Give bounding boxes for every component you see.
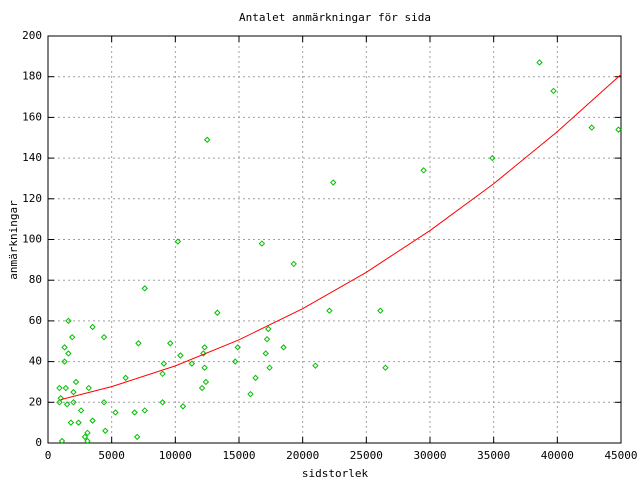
point xyxy=(133,433,141,441)
point xyxy=(89,417,96,424)
x-axis-label: sidstorlek xyxy=(302,467,369,480)
point xyxy=(312,362,319,369)
y-tick-label: 60 xyxy=(29,314,42,327)
point xyxy=(258,240,266,247)
point xyxy=(61,344,68,351)
point xyxy=(167,340,174,347)
point xyxy=(615,126,622,133)
point xyxy=(201,364,208,371)
y-tick-label: 120 xyxy=(22,192,42,205)
point xyxy=(70,399,77,406)
point xyxy=(89,323,96,331)
point xyxy=(382,364,389,371)
y-tick-label: 100 xyxy=(22,233,42,246)
point xyxy=(179,403,187,410)
point xyxy=(85,384,92,392)
point xyxy=(100,399,108,406)
point xyxy=(141,285,148,292)
point xyxy=(56,399,63,406)
point xyxy=(112,409,119,416)
x-tick-label: 45000 xyxy=(604,449,637,462)
point xyxy=(70,388,77,396)
point xyxy=(214,309,221,316)
point xyxy=(536,59,543,66)
x-tick-label: 40000 xyxy=(541,449,574,462)
y-tick-label: 200 xyxy=(22,29,42,42)
point xyxy=(326,307,333,314)
point xyxy=(102,427,109,434)
point xyxy=(377,307,384,314)
x-tick-label: 0 xyxy=(45,449,52,462)
point xyxy=(290,260,297,268)
point xyxy=(247,390,254,398)
point xyxy=(489,154,496,162)
point xyxy=(160,360,168,367)
point xyxy=(330,179,337,186)
fit-line xyxy=(60,74,622,401)
point xyxy=(100,333,108,341)
point xyxy=(81,433,89,441)
chart-title: Antalet anmärkningar för sida xyxy=(239,11,431,24)
point xyxy=(62,384,70,392)
point xyxy=(58,437,66,445)
y-axis-label: anmärkningar xyxy=(7,200,20,280)
x-tick-label: 15000 xyxy=(222,449,255,462)
point xyxy=(588,124,595,131)
point xyxy=(67,419,75,426)
point xyxy=(56,384,63,392)
y-tick-label: 80 xyxy=(29,273,42,286)
y-tick-label: 180 xyxy=(22,70,42,83)
point xyxy=(201,344,208,351)
point xyxy=(234,344,241,351)
point xyxy=(131,409,138,416)
point xyxy=(135,340,142,347)
point xyxy=(159,399,166,406)
point xyxy=(203,136,211,143)
x-tick-label: 30000 xyxy=(413,449,446,462)
x-tick-label: 35000 xyxy=(477,449,510,462)
point xyxy=(265,325,272,333)
point xyxy=(84,437,91,445)
point xyxy=(420,167,427,174)
y-tick-label: 160 xyxy=(22,110,42,123)
x-tick-label: 25000 xyxy=(350,449,383,462)
point xyxy=(202,378,210,386)
point xyxy=(77,407,85,414)
y-tick-label: 20 xyxy=(29,395,42,408)
point xyxy=(84,429,91,437)
y-tick-label: 140 xyxy=(22,151,42,164)
x-tick-label: 5000 xyxy=(98,449,125,462)
point xyxy=(174,238,182,245)
plot-border xyxy=(47,35,622,444)
point xyxy=(159,370,166,378)
point xyxy=(200,350,207,357)
point xyxy=(75,419,82,426)
y-tick-label: 40 xyxy=(29,355,42,368)
point xyxy=(263,336,271,343)
point xyxy=(122,374,129,382)
point xyxy=(63,401,71,408)
point xyxy=(72,378,80,386)
point xyxy=(550,87,557,95)
point xyxy=(280,344,287,351)
x-tick-label: 10000 xyxy=(159,449,192,462)
x-tick-label: 20000 xyxy=(286,449,319,462)
point xyxy=(177,352,184,359)
point xyxy=(262,350,269,357)
point xyxy=(141,407,148,414)
y-tick-label: 0 xyxy=(35,436,42,449)
point xyxy=(198,384,206,392)
point xyxy=(266,364,273,371)
point xyxy=(252,374,259,382)
point xyxy=(65,350,72,357)
point xyxy=(65,317,72,325)
point xyxy=(231,358,239,365)
point xyxy=(188,360,196,367)
point xyxy=(68,333,76,341)
point xyxy=(61,358,68,365)
